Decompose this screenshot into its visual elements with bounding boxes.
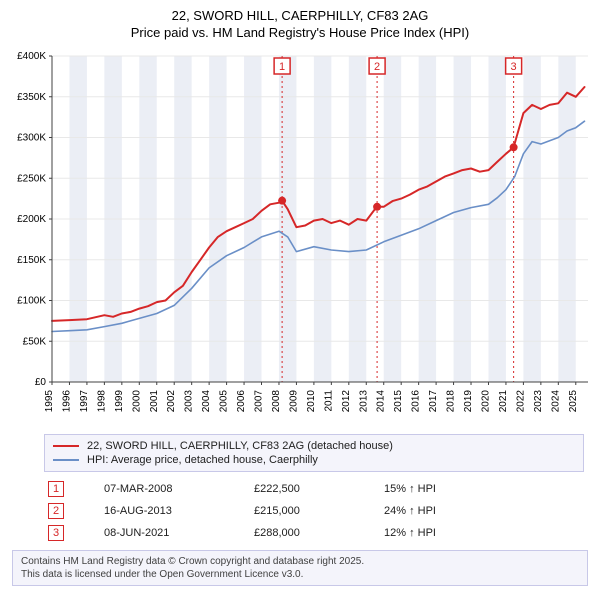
svg-text:2014: 2014: [376, 389, 387, 412]
svg-text:2012: 2012: [341, 389, 352, 412]
legend-swatch: [53, 445, 79, 447]
svg-text:£250K: £250K: [17, 173, 46, 184]
svg-text:2017: 2017: [428, 389, 439, 412]
svg-text:2: 2: [374, 61, 380, 73]
legend-swatch: [53, 459, 79, 461]
svg-text:1999: 1999: [114, 389, 125, 412]
legend-label: 22, SWORD HILL, CAERPHILLY, CF83 2AG (de…: [87, 440, 393, 452]
svg-text:2011: 2011: [323, 389, 334, 411]
title-line-1: 22, SWORD HILL, CAERPHILLY, CF83 2AG: [4, 8, 596, 25]
svg-text:2002: 2002: [166, 389, 177, 412]
sale-date: 16-AUG-2013: [104, 505, 254, 517]
svg-text:2000: 2000: [131, 389, 142, 412]
svg-text:2008: 2008: [271, 389, 282, 412]
svg-text:2016: 2016: [411, 389, 422, 412]
svg-text:2025: 2025: [568, 389, 579, 412]
chart-svg: £0 £50K £100K £150K £200K £250K £300K £350K £400…: [4, 48, 596, 428]
svg-text:1997: 1997: [79, 389, 90, 412]
svg-text:2023: 2023: [533, 389, 544, 412]
legend-label: HPI: Average price, detached house, Caer…: [87, 454, 318, 466]
svg-text:1996: 1996: [61, 389, 72, 412]
sales-table: 1 07-MAR-2008£222,50015% ↑ HPI 2 16-AUG-201…: [44, 478, 584, 544]
svg-text:£50K: £50K: [23, 336, 47, 347]
svg-text:2009: 2009: [288, 389, 299, 412]
legend-row: HPI: Average price, detached house, Caer…: [53, 453, 575, 467]
sales-row: 2 16-AUG-2013£215,00024% ↑ HPI: [44, 500, 584, 522]
svg-text:2013: 2013: [358, 389, 369, 412]
svg-text:2022: 2022: [515, 389, 526, 412]
sale-marker: 1: [48, 481, 64, 497]
svg-text:2006: 2006: [236, 389, 247, 412]
svg-text:1998: 1998: [96, 389, 107, 412]
chart-area: £0 £50K £100K £150K £200K £250K £300K £350K £400…: [4, 48, 596, 428]
title-block: 22, SWORD HILL, CAERPHILLY, CF83 2AG Pri…: [4, 8, 596, 42]
sale-price: £222,500: [254, 483, 384, 495]
footer-attribution: Contains HM Land Registry data © Crown c…: [12, 550, 588, 586]
legend-box: 22, SWORD HILL, CAERPHILLY, CF83 2AG (de…: [44, 434, 584, 472]
svg-text:£200K: £200K: [17, 214, 46, 225]
sale-diff: 12% ↑ HPI: [384, 527, 504, 539]
svg-text:2001: 2001: [149, 389, 160, 412]
sale-price: £288,000: [254, 527, 384, 539]
title-line-2: Price paid vs. HM Land Registry's House …: [4, 25, 596, 42]
sale-date: 07-MAR-2008: [104, 483, 254, 495]
svg-text:£350K: £350K: [17, 92, 46, 103]
svg-text:2021: 2021: [498, 389, 509, 412]
svg-text:2019: 2019: [463, 389, 474, 412]
sale-marker: 2: [48, 503, 64, 519]
svg-text:2018: 2018: [446, 389, 457, 412]
legend-row: 22, SWORD HILL, CAERPHILLY, CF83 2AG (de…: [53, 439, 575, 453]
svg-text:2003: 2003: [184, 389, 195, 412]
chart-container: 22, SWORD HILL, CAERPHILLY, CF83 2AG Pri…: [0, 0, 600, 594]
svg-text:£150K: £150K: [17, 255, 46, 266]
sales-row: 3 08-JUN-2021£288,00012% ↑ HPI: [44, 522, 584, 544]
svg-text:2004: 2004: [201, 389, 212, 412]
svg-text:2015: 2015: [393, 389, 404, 412]
sales-row: 1 07-MAR-2008£222,50015% ↑ HPI: [44, 478, 584, 500]
svg-text:£0: £0: [35, 377, 47, 388]
svg-text:1: 1: [279, 61, 285, 73]
footer-line-2: This data is licensed under the Open Gov…: [21, 568, 579, 581]
svg-text:£300K: £300K: [17, 132, 46, 143]
svg-text:2005: 2005: [219, 389, 230, 412]
svg-text:£400K: £400K: [17, 51, 46, 62]
sale-diff: 15% ↑ HPI: [384, 483, 504, 495]
svg-text:1995: 1995: [44, 389, 55, 412]
sale-diff: 24% ↑ HPI: [384, 505, 504, 517]
sale-date: 08-JUN-2021: [104, 527, 254, 539]
svg-text:2020: 2020: [480, 389, 491, 412]
footer-line-1: Contains HM Land Registry data © Crown c…: [21, 555, 579, 568]
sale-price: £215,000: [254, 505, 384, 517]
svg-text:£100K: £100K: [17, 295, 46, 306]
svg-text:3: 3: [511, 61, 517, 73]
svg-text:2010: 2010: [306, 389, 317, 412]
sale-marker: 3: [48, 525, 64, 541]
svg-text:2024: 2024: [550, 389, 561, 412]
svg-text:2007: 2007: [254, 389, 265, 412]
